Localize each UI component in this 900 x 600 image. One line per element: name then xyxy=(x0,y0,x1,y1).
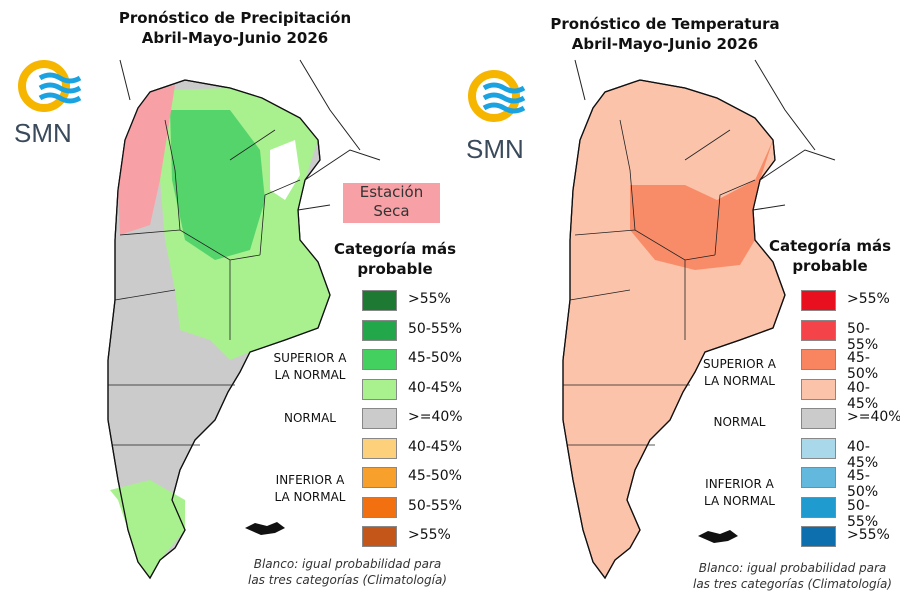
legend-label: 50-55% xyxy=(408,320,462,337)
neighbour-borders xyxy=(119,59,836,211)
group-normal: NORMAL xyxy=(283,411,336,425)
smn-logo xyxy=(18,60,82,112)
province-borders xyxy=(108,119,301,446)
legend-label: >55% xyxy=(847,527,890,543)
group-inferior: INFERIOR A LA NORMAL xyxy=(274,473,346,504)
legend-label: 45-50% xyxy=(847,468,879,500)
legend-label: >55% xyxy=(408,291,451,307)
legend-swatch xyxy=(801,378,836,400)
legend-label: 50-55% xyxy=(847,497,879,530)
legend-label: >55% xyxy=(408,527,451,543)
legend-swatch xyxy=(362,378,397,400)
legend-swatch xyxy=(362,290,397,311)
group-normal: NORMAL xyxy=(713,415,766,429)
legend-note: Blanco: igual probabilidad para las tres … xyxy=(692,561,892,591)
legend-swatch xyxy=(362,526,397,547)
region-above-normal-45-50 xyxy=(630,140,773,270)
legend-label: 45-50% xyxy=(408,350,462,366)
legend-label: 50-55% xyxy=(408,497,462,514)
group-superior: SUPERIOR A LA NORMAL xyxy=(703,357,776,388)
logo-text: SMN xyxy=(466,134,524,164)
legend-label: 45-50% xyxy=(408,468,462,484)
legend-note: Blanco: igual probabilidad para las tres … xyxy=(247,557,447,587)
group-superior: SUPERIOR A LA NORMAL xyxy=(273,351,347,382)
precipitation-map xyxy=(107,79,331,579)
legend-label: 50-55% xyxy=(847,320,879,353)
temperature-title: Pronóstico de Temperatura Abril-Mayo-Jun… xyxy=(550,15,780,53)
region-south-green xyxy=(110,480,185,578)
legend-swatch xyxy=(801,437,836,459)
legend-swatch xyxy=(362,437,397,459)
legend-label: 40-45% xyxy=(408,438,462,455)
logo-text: SMN xyxy=(14,118,72,148)
legend-swatch xyxy=(362,467,397,488)
temperature-map xyxy=(562,79,786,579)
legend-title: Categoría más probable xyxy=(333,240,457,278)
malvinas-islands xyxy=(245,522,285,535)
legend-swatch xyxy=(801,467,836,488)
legend-swatch xyxy=(801,408,836,429)
smn-logo xyxy=(468,70,526,122)
legend-swatch xyxy=(801,349,836,370)
legend-title: Categoría más probable xyxy=(768,237,892,275)
legend-swatch xyxy=(801,290,836,311)
legend-label: 40-45% xyxy=(847,379,879,412)
legend-swatch xyxy=(362,319,397,341)
legend-label: >=40% xyxy=(408,409,463,425)
legend-swatch xyxy=(801,319,836,341)
legend-label: >=40% xyxy=(847,409,900,425)
legend-swatch xyxy=(801,526,836,547)
legend-label: >55% xyxy=(847,291,890,307)
legend-swatch xyxy=(362,349,397,370)
malvinas-islands xyxy=(698,530,738,543)
region-normal-white xyxy=(270,140,300,200)
legend-swatch xyxy=(362,496,397,518)
legend-label: 40-45% xyxy=(408,379,462,396)
precipitation-title: Pronóstico de Precipitación Abril-Mayo-J… xyxy=(118,9,352,47)
legend-swatch xyxy=(362,408,397,429)
group-inferior: INFERIOR A LA NORMAL xyxy=(704,477,775,508)
legend-label: 45-50% xyxy=(847,350,879,382)
province-borders xyxy=(563,119,756,446)
dry-season-label: Estación Seca xyxy=(343,183,440,223)
legend-label: 40-45% xyxy=(847,438,879,471)
region-above-normal-45-50 xyxy=(170,110,265,260)
legend-swatch xyxy=(801,496,836,518)
